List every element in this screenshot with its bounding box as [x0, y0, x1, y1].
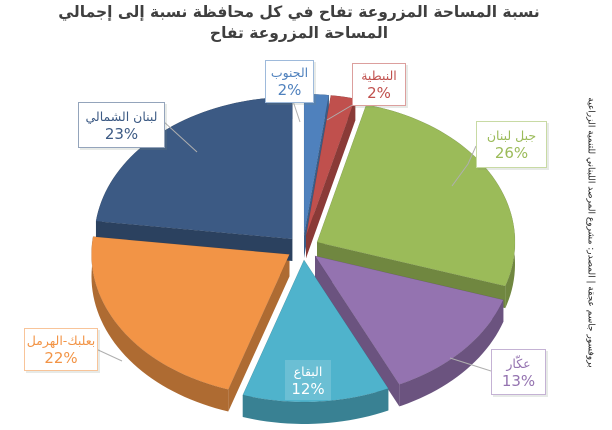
- leader-line-north-lebanon: [162, 120, 198, 153]
- source-credit: بروفسور جاسم عجقة | المصدر: مشروع المرصد…: [585, 97, 596, 368]
- chart-title-line1: نسبة المساحة المزروعة تفاح في كل محافظة …: [58, 3, 540, 21]
- pie-slice-akkar-rim: [399, 299, 504, 407]
- pie-slice-bekaa-rim: [242, 388, 389, 424]
- pie-leader-lines: [95, 100, 492, 372]
- pie-tops: [91, 93, 516, 403]
- chart-title: نسبة المساحة المزروعة تفاح في كل محافظة …: [0, 2, 598, 44]
- pie-slice-baalbek-hermel-wall: [228, 254, 290, 412]
- pie-slice-north-lebanon: [95, 96, 293, 240]
- leader-line-akkar: [449, 357, 492, 372]
- pie-slice-mount-lebanon: [316, 104, 516, 287]
- pie-slice-akkar-wall: [315, 255, 400, 407]
- leader-line-mount-lebanon: [451, 145, 477, 187]
- leader-line-baalbek-hermel: [95, 348, 123, 362]
- leader-line-south: [292, 100, 301, 123]
- pie-slice-bekaa: [242, 259, 389, 403]
- pie-slice-nabatieh-wall: [305, 98, 356, 259]
- chart-title-line2: المساحة المزروعة تفاح: [209, 24, 389, 42]
- pie-slice-baalbek-hermel: [91, 236, 290, 390]
- pie-slice-akkar: [314, 255, 504, 385]
- leader-line-nabatieh: [326, 103, 355, 121]
- pie-slice-baalbek-hermel-rim: [91, 236, 229, 412]
